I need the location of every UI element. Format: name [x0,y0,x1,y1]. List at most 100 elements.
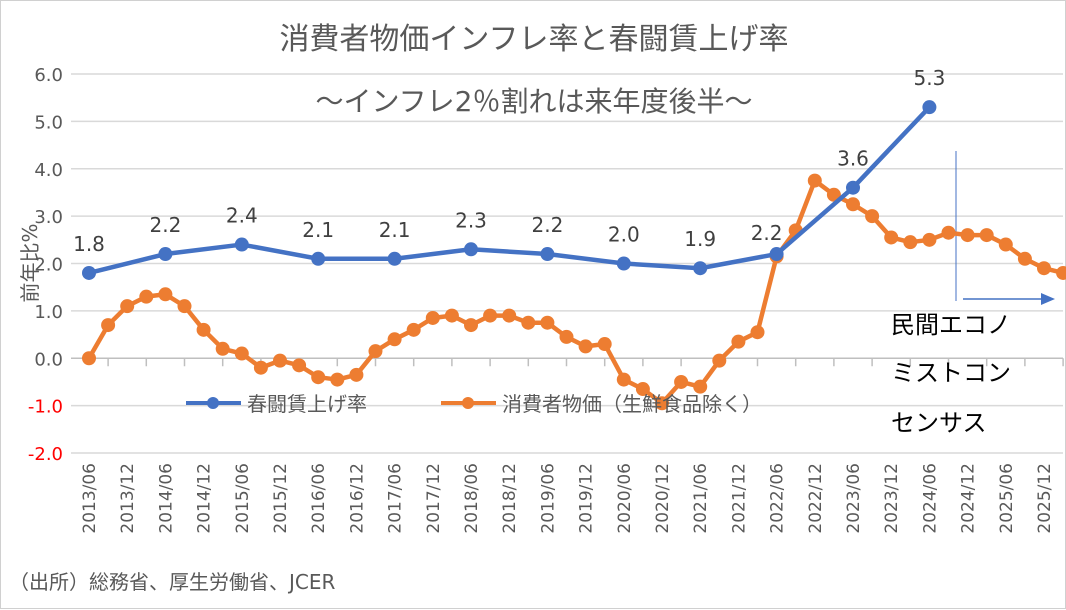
x-tick-label: 2024/06 [920,463,940,534]
y-tick-label: 6.0 [34,65,63,86]
cpi-point [750,325,765,340]
wage-point [540,247,555,262]
x-tick-label: 2016/06 [309,463,329,534]
cpi-point [960,228,975,243]
cpi-point [502,308,517,323]
wage-point [82,265,96,280]
cpi-point [674,374,689,389]
cpi-point [865,209,880,224]
x-tick-label: 2020/06 [615,463,635,534]
cpi-point [941,225,956,240]
wage-data-label: 2.1 [379,218,411,242]
y-tick-label: 1.0 [34,302,63,323]
wage-point [769,247,784,262]
cpi-point [979,228,994,243]
y-tick-label: 5.0 [34,112,63,133]
x-tick-label: 2025/06 [997,463,1017,534]
wage-point [922,100,937,115]
cpi-point [292,358,307,373]
x-tick-label: 2014/06 [156,463,176,534]
wage-point [846,180,860,195]
wage-point [464,242,478,257]
cpi-point [273,353,287,368]
forecast-arrowhead [1041,293,1055,305]
annotation-line-3: センサス [891,409,987,437]
cpi-point [464,318,478,333]
cpi-point [330,372,345,387]
wage-point [234,237,249,252]
chart-title: 消費者物価インフレ率と春闘賃上げ率 [279,22,788,57]
x-tick-label: 2017/12 [424,463,444,534]
legend-label-wage: 春闘賃上げ率 [247,392,367,416]
wage-data-label: 2.2 [751,221,783,245]
x-tick-label: 2015/06 [233,463,253,534]
cpi-point [807,173,822,188]
cpi-line [87,178,1064,406]
x-tick-label: 2018/12 [500,463,520,534]
cpi-point [922,232,937,247]
wage-data-label: 5.3 [913,66,945,90]
x-tick-label: 2020/12 [653,463,673,534]
wage-data-label: 2.0 [608,223,640,247]
cpi-point [1037,261,1051,276]
cpi-point [616,372,631,387]
cpi-point [368,344,383,359]
y-tick-label: 3.0 [34,207,63,228]
x-tick-label: 2018/06 [462,463,482,534]
y-tick-label: -1.0 [28,397,63,418]
x-tick-label: 2016/12 [347,463,367,534]
cpi-point [444,308,459,323]
cpi-point [846,197,860,212]
cpi-point [712,353,727,368]
x-tick-label: 2013/06 [80,463,100,534]
cpi-point [82,351,96,366]
x-tick-label: 2025/12 [1035,463,1055,534]
cpi-point [196,322,211,337]
cpi-point [120,299,135,314]
y-tick-label: 4.0 [34,160,63,181]
cpi-point [387,332,402,347]
cpi-point [139,289,154,304]
legend-label-cpi: 消費者物価（生鮮食品除く） [502,392,762,416]
cpi-point [425,310,440,325]
y-tick-label: 2.0 [34,255,63,276]
wage-line [88,105,932,276]
x-tick-label: 2023/12 [882,463,902,534]
y-axis-label: 前年比% [18,223,42,302]
wage-data-label: 2.2 [531,213,563,237]
cpi-point [1056,265,1066,280]
cpi-point [483,308,498,323]
cpi-point [540,315,555,330]
legend-marker-wage [207,397,219,409]
cpi-point [655,396,669,411]
chart-subtitle: 〜インフレ2％割れは来年度後半〜 [316,85,753,118]
wage-point [387,251,402,266]
x-tick-label: 2019/12 [577,463,597,534]
cpi-point [998,237,1013,252]
cpi-point [597,337,612,352]
cpi-point [884,230,899,245]
x-tick-label: 2021/12 [729,463,749,534]
cpi-point [311,370,326,385]
cpi-point [635,382,650,397]
wage-data-label: 2.4 [226,204,258,228]
x-tick-label: 2022/06 [768,463,788,534]
y-tick-label: -2.0 [28,444,63,465]
cpi-point [349,367,364,382]
cpi-point [1017,251,1032,266]
wage-point [693,261,708,276]
cpi-point [101,318,116,333]
cpi-point [693,379,708,394]
wage-data-label: 2.3 [455,208,487,232]
cpi-point [215,341,230,356]
x-tick-label: 2017/06 [386,463,406,534]
source-note: （出所）総務省、厚生労働省、JCER [9,570,335,594]
x-tick-label: 2023/06 [844,463,864,534]
x-tick-label: 2022/12 [806,463,826,534]
wage-data-label: 2.2 [149,213,181,237]
wage-data-label: 3.6 [837,147,869,171]
x-tick-label: 2015/12 [271,463,291,534]
wage-point [158,247,173,262]
